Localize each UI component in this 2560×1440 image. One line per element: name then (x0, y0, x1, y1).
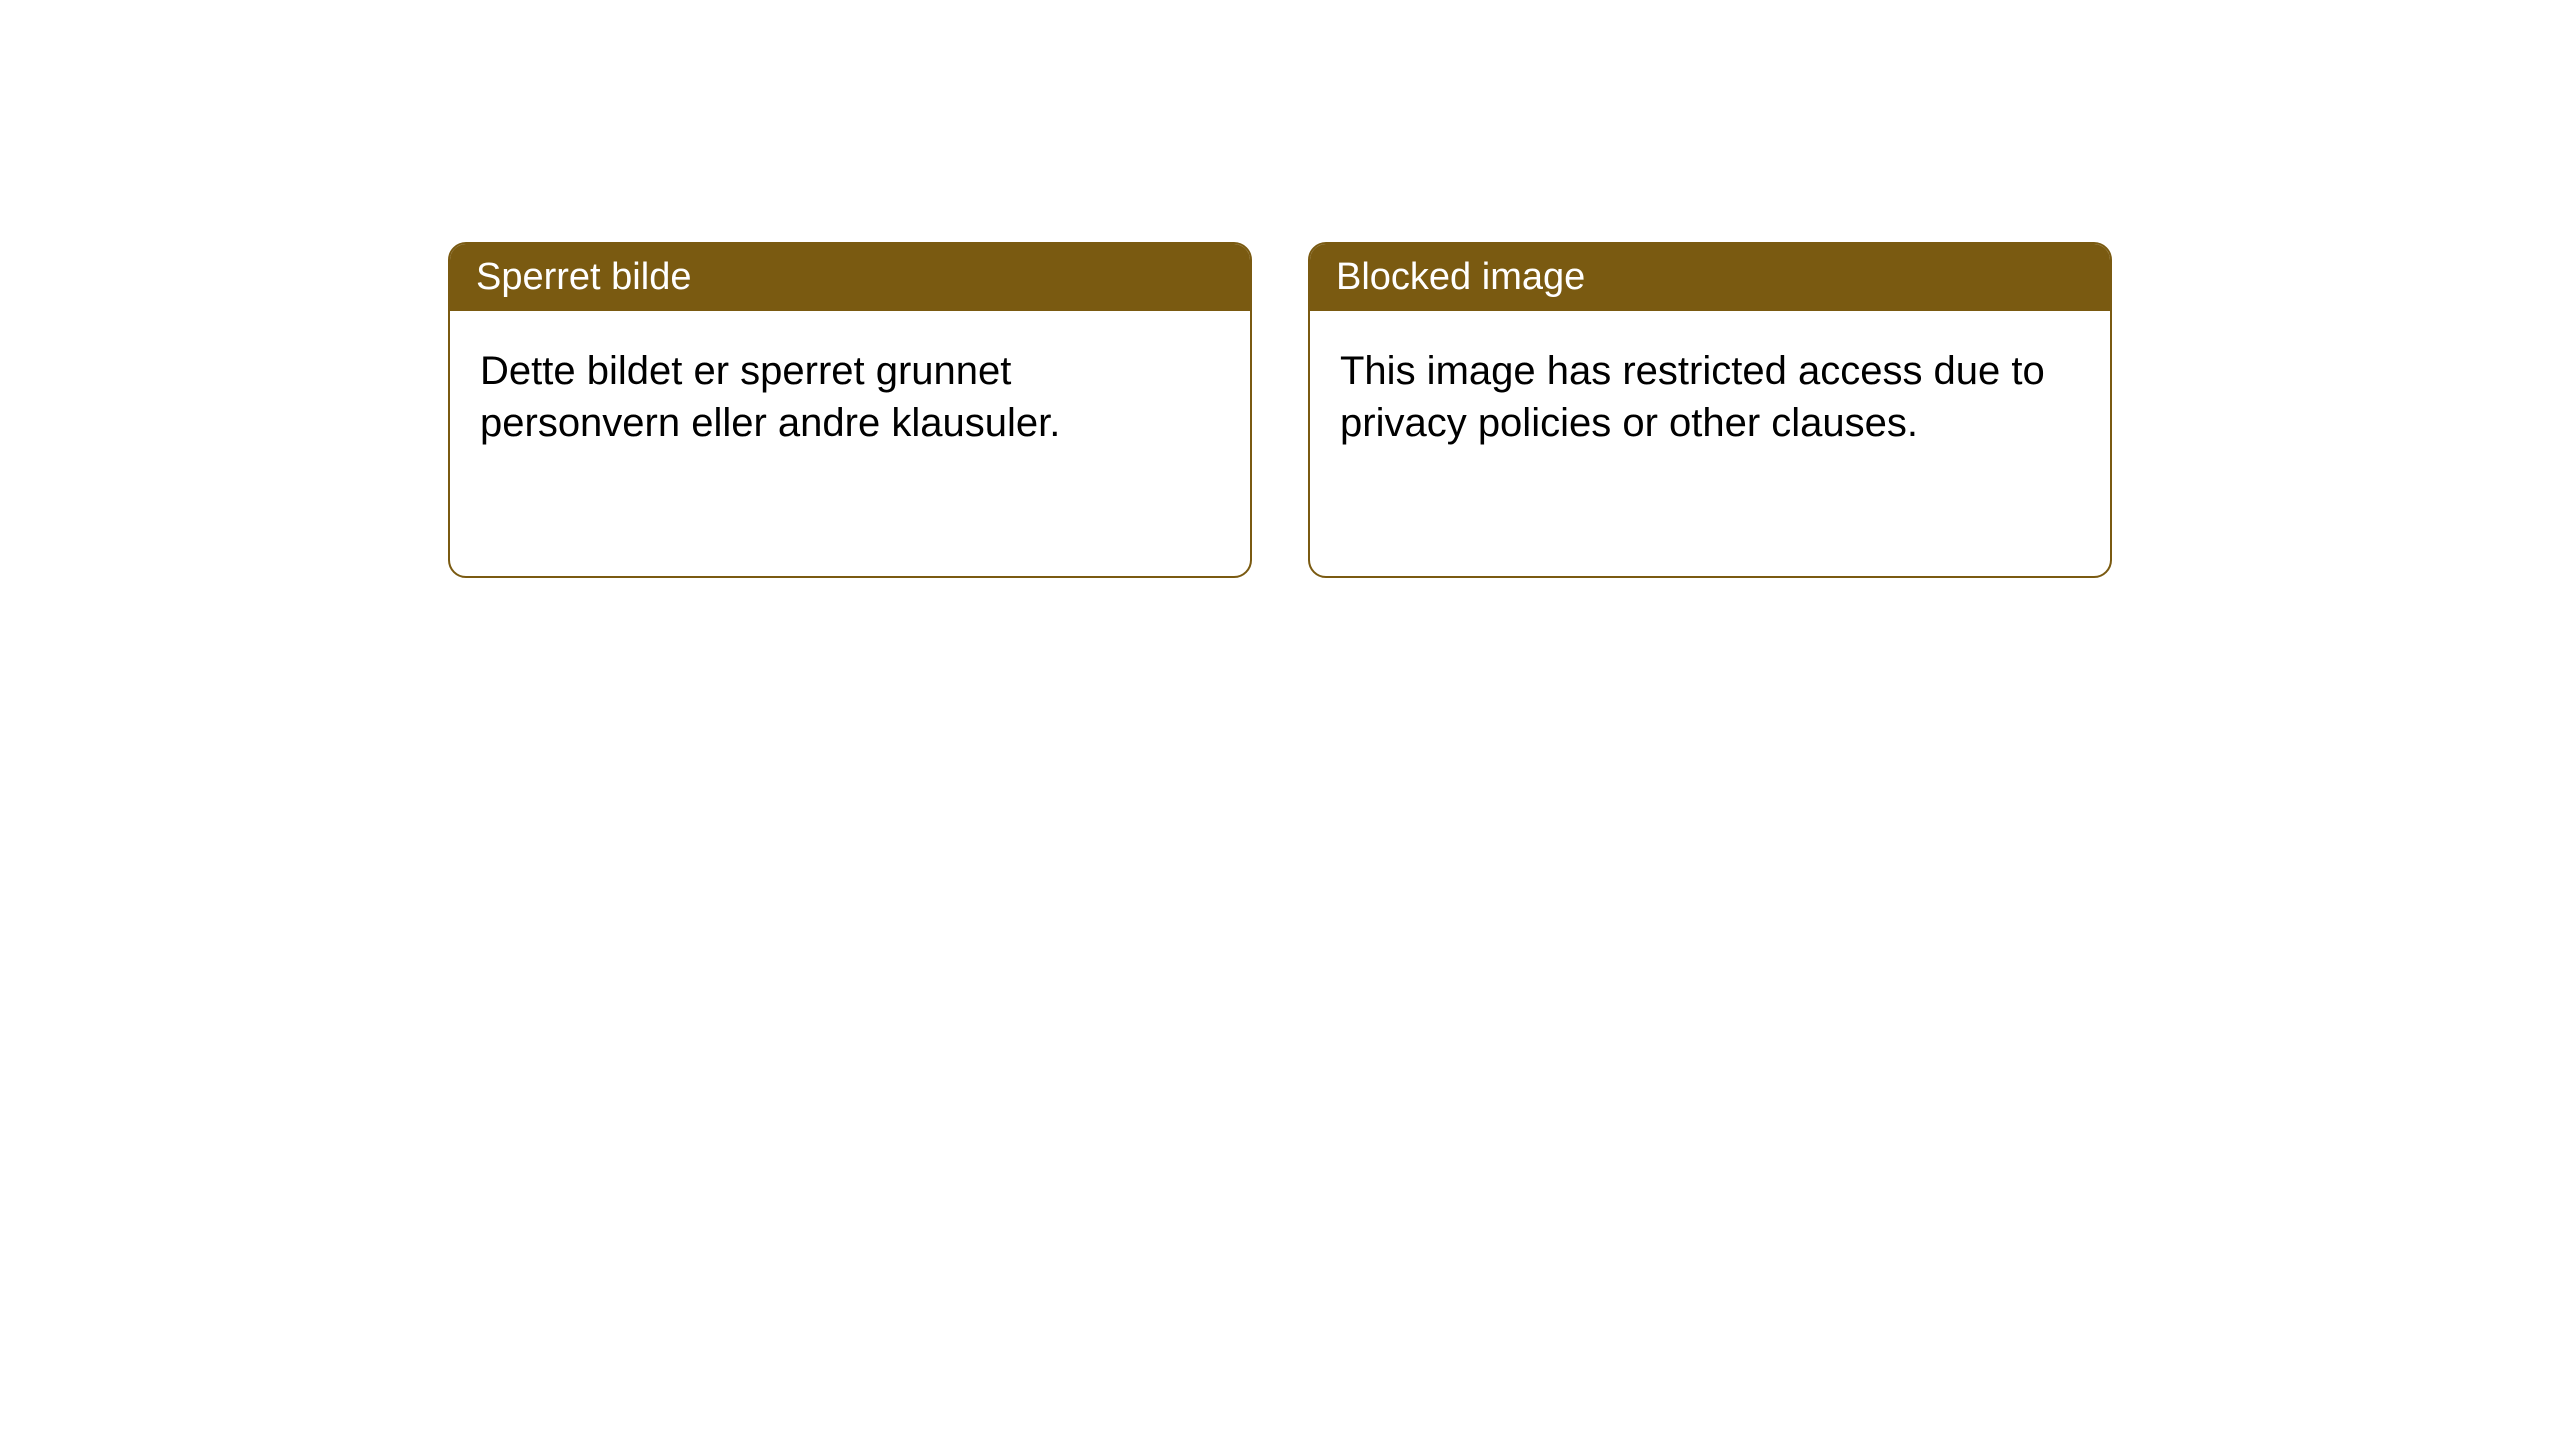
notice-card-norwegian: Sperret bilde Dette bildet er sperret gr… (448, 242, 1252, 578)
notice-body-text: This image has restricted access due to … (1340, 349, 2045, 445)
notice-card-english: Blocked image This image has restricted … (1308, 242, 2112, 578)
notice-title: Blocked image (1336, 256, 1585, 298)
notice-body-text: Dette bildet er sperret grunnet personve… (480, 349, 1060, 445)
notice-header: Sperret bilde (450, 244, 1250, 311)
notice-container: Sperret bilde Dette bildet er sperret gr… (448, 242, 2112, 578)
notice-body: This image has restricted access due to … (1310, 311, 2110, 483)
notice-body: Dette bildet er sperret grunnet personve… (450, 311, 1250, 483)
notice-header: Blocked image (1310, 244, 2110, 311)
notice-title: Sperret bilde (476, 256, 691, 298)
